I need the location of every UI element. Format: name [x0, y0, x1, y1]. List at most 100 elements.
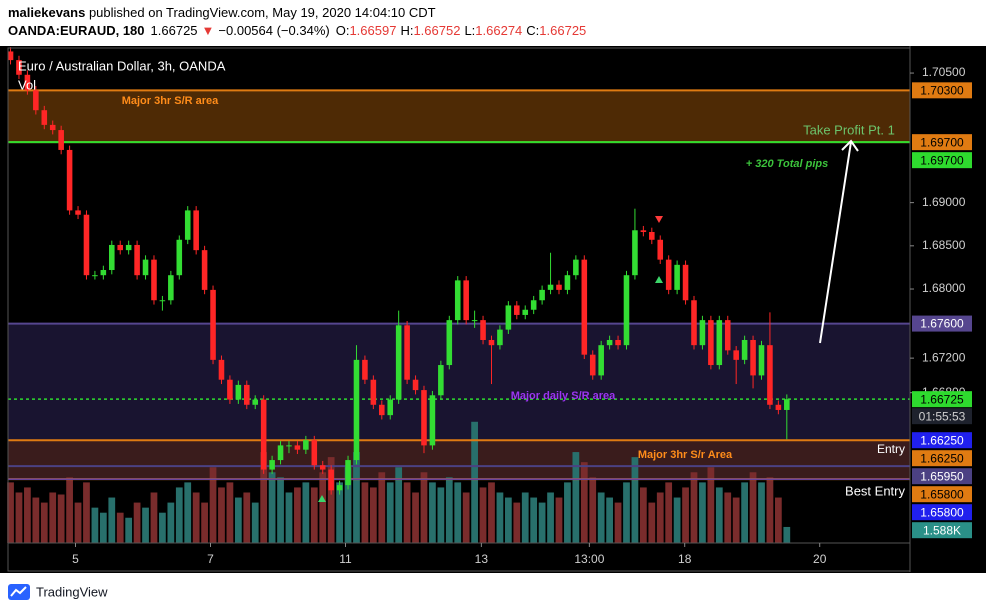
volume-bar: [504, 497, 512, 543]
user: maliekevans: [8, 5, 85, 20]
candle-body: [134, 244, 140, 276]
candle-body: [724, 320, 731, 351]
volume-bar: [690, 472, 698, 543]
candle-body: [311, 440, 318, 466]
volume-bar: [699, 482, 706, 543]
candle-body: [142, 259, 149, 276]
ohlc-key: C:: [526, 23, 539, 38]
volume-bar: [209, 467, 217, 543]
volume-bar: [40, 502, 48, 543]
candle-body: [336, 485, 343, 491]
candle-body: [404, 325, 410, 380]
price-tag-label: 1.67600: [920, 317, 964, 331]
candle-body: [438, 365, 444, 396]
volume-bar: [201, 502, 208, 543]
volume-bar: [327, 457, 335, 543]
volume-bar: [538, 502, 546, 543]
y-tick-label: 1.68500: [922, 238, 966, 252]
chart-title: Euro / Australian Dollar, 3h, OANDA: [18, 58, 226, 73]
volume-bar: [74, 502, 82, 543]
volume-bar: [49, 492, 57, 543]
volume-bar: [353, 452, 360, 543]
candle-body: [387, 399, 394, 416]
candle-body: [83, 214, 90, 276]
header-line-1: maliekevans published on TradingView.com…: [8, 5, 436, 20]
volume-bar: [530, 497, 538, 543]
candle-body: [682, 264, 689, 301]
best-entry-label: Best Entry: [845, 483, 905, 498]
y-tick-label: 1.69000: [922, 195, 966, 209]
volume-bar: [218, 487, 225, 543]
candle-body: [24, 74, 31, 91]
candle-body: [33, 90, 39, 111]
ohlc-key: L:: [464, 23, 475, 38]
candle-body: [201, 250, 208, 290]
volume-bar: [572, 452, 580, 543]
volume-bar: [412, 492, 419, 543]
price-tag-label: 1.65950: [920, 469, 964, 483]
pips-label: + 320 Total pips: [746, 158, 828, 170]
symbol: OANDA:EURAUD, 180: [8, 23, 145, 38]
volume-bar: [639, 487, 647, 543]
volume-bar: [564, 482, 571, 543]
candle-body: [522, 309, 529, 315]
price-tag-label: 1.65800: [920, 505, 964, 519]
countdown: 01:55:53: [919, 409, 966, 423]
price-tag: [912, 432, 972, 449]
volume-bar: [57, 494, 65, 543]
last-price: 1.66725: [151, 23, 198, 38]
volume-bar: [631, 457, 639, 543]
price-tag-label: 1.69700: [920, 135, 964, 149]
published: published on TradingView.com, May 19, 20…: [85, 5, 435, 20]
y-tick-label: 1.68000: [922, 281, 966, 295]
footer: [0, 573, 986, 613]
candle-body: [708, 320, 714, 366]
signal-up: [655, 276, 663, 283]
volume-bar: [116, 512, 124, 543]
volume-bar: [234, 497, 242, 543]
candle-body: [210, 289, 216, 360]
candle-body: [294, 445, 301, 450]
candle-body: [269, 460, 275, 470]
volume-bar: [260, 452, 268, 543]
volume-bar: [125, 517, 133, 543]
price-tag: [912, 391, 972, 408]
candle-body: [218, 359, 225, 380]
volume-bar: [403, 482, 411, 543]
price-tag-label: 1.65800: [920, 487, 964, 501]
volume-bar: [749, 472, 757, 543]
volume-bar: [243, 492, 251, 543]
price-tag-label: 1.588K: [923, 523, 961, 537]
volume-bar: [606, 497, 613, 543]
zone: [8, 90, 910, 143]
volume-bar: [268, 472, 276, 543]
volume-bar: [91, 507, 99, 543]
volume-bar: [471, 421, 478, 543]
ohlc-key: H:: [400, 23, 413, 38]
candle-body: [421, 390, 427, 446]
candle-body: [184, 210, 191, 240]
volume-bar: [285, 492, 293, 543]
volume-bar: [395, 467, 403, 543]
volume-bar: [251, 502, 259, 543]
candle-body: [159, 300, 166, 302]
ohlc-value: 1.66752: [413, 23, 460, 38]
candle-body: [117, 244, 124, 251]
x-tick-label: 7: [207, 552, 214, 566]
volume-bar: [7, 482, 14, 543]
candle-body: [193, 210, 199, 251]
arrow-shaft: [819, 141, 852, 344]
x-tick-label: 13:00: [574, 552, 604, 566]
volume-bar: [521, 492, 529, 543]
candle-body: [573, 259, 579, 276]
volume-bar: [66, 477, 73, 543]
volume-bar: [732, 497, 740, 543]
volume-bar: [580, 462, 588, 543]
volume-bar: [774, 497, 782, 543]
price-tag-label: 1.69700: [920, 153, 964, 167]
ohlc-key: O:: [336, 23, 350, 38]
zone-label: Major daily S/R area: [511, 390, 616, 402]
volume-bar: [555, 497, 563, 543]
candle-body: [328, 469, 334, 491]
take-profit-label: Take Profit Pt. 1: [803, 122, 895, 137]
